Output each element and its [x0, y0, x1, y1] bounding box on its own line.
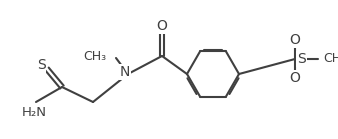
Text: N: N	[120, 65, 130, 79]
Text: H₂N: H₂N	[22, 106, 47, 119]
Text: O: O	[290, 71, 300, 85]
Text: CH₃: CH₃	[323, 53, 338, 65]
Text: O: O	[290, 33, 300, 47]
Text: O: O	[156, 19, 167, 33]
Text: S: S	[37, 58, 45, 72]
Text: CH₃: CH₃	[83, 49, 106, 63]
Text: S: S	[297, 52, 306, 66]
